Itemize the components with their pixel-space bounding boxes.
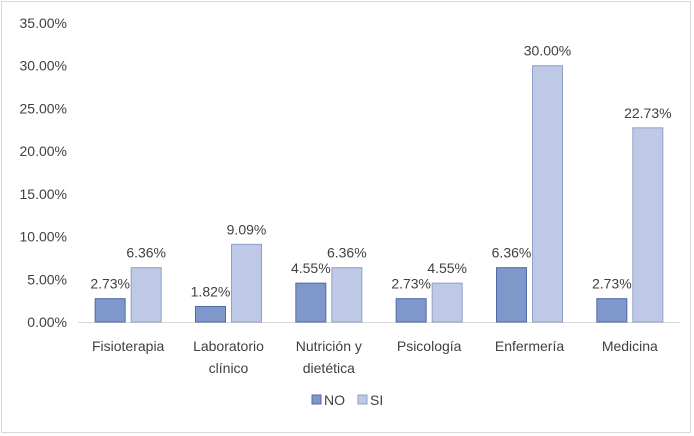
data-label: 6.36% (126, 245, 166, 261)
bar-si (431, 282, 463, 323)
data-label: 6.36% (492, 245, 532, 261)
bar-no (395, 298, 427, 323)
bar-no (94, 298, 126, 323)
data-label: 22.73% (624, 105, 671, 121)
category-label: Laboratorio (193, 338, 264, 354)
data-label: 9.09% (227, 221, 267, 237)
bar-no (195, 305, 226, 323)
category-label: dietética (303, 360, 355, 376)
y-tick-label: 0.00% (27, 314, 67, 330)
data-label: 2.73% (391, 276, 431, 292)
y-tick-label: 5.00% (27, 271, 67, 287)
data-label: 30.00% (524, 43, 571, 59)
legend-label-si: SI (370, 392, 383, 408)
y-tick-label: 25.00% (20, 100, 67, 116)
bar-si (632, 127, 664, 323)
bar-no (295, 282, 327, 323)
legend-swatch-no (311, 394, 322, 405)
data-label: 6.36% (327, 245, 367, 261)
data-label: 2.73% (592, 276, 632, 292)
bar-si (532, 65, 563, 323)
y-tick-label: 30.00% (20, 58, 67, 74)
category-label: Psicología (397, 338, 462, 354)
category-label: Enfermería (495, 338, 564, 354)
data-label: 2.73% (90, 276, 130, 292)
category-label: clínico (209, 360, 249, 376)
bar-no (596, 298, 628, 323)
bar-si (130, 267, 162, 323)
category-label: Fisioterapia (92, 338, 165, 354)
data-label: 4.55% (427, 260, 467, 276)
y-tick-label: 35.00% (20, 15, 67, 31)
data-label: 4.55% (291, 260, 331, 276)
bar-si (231, 243, 262, 323)
category-label: Nutrición y (296, 338, 362, 354)
y-tick-label: 15.00% (20, 186, 67, 202)
bar-si (331, 267, 363, 323)
y-tick-label: 10.00% (20, 229, 67, 245)
legend-label-no: NO (324, 392, 345, 408)
y-tick-label: 20.00% (20, 143, 67, 159)
category-label: Medicina (602, 338, 658, 354)
legend-swatch-si (357, 394, 368, 405)
data-label: 1.82% (191, 283, 231, 299)
bar-no (496, 267, 527, 323)
